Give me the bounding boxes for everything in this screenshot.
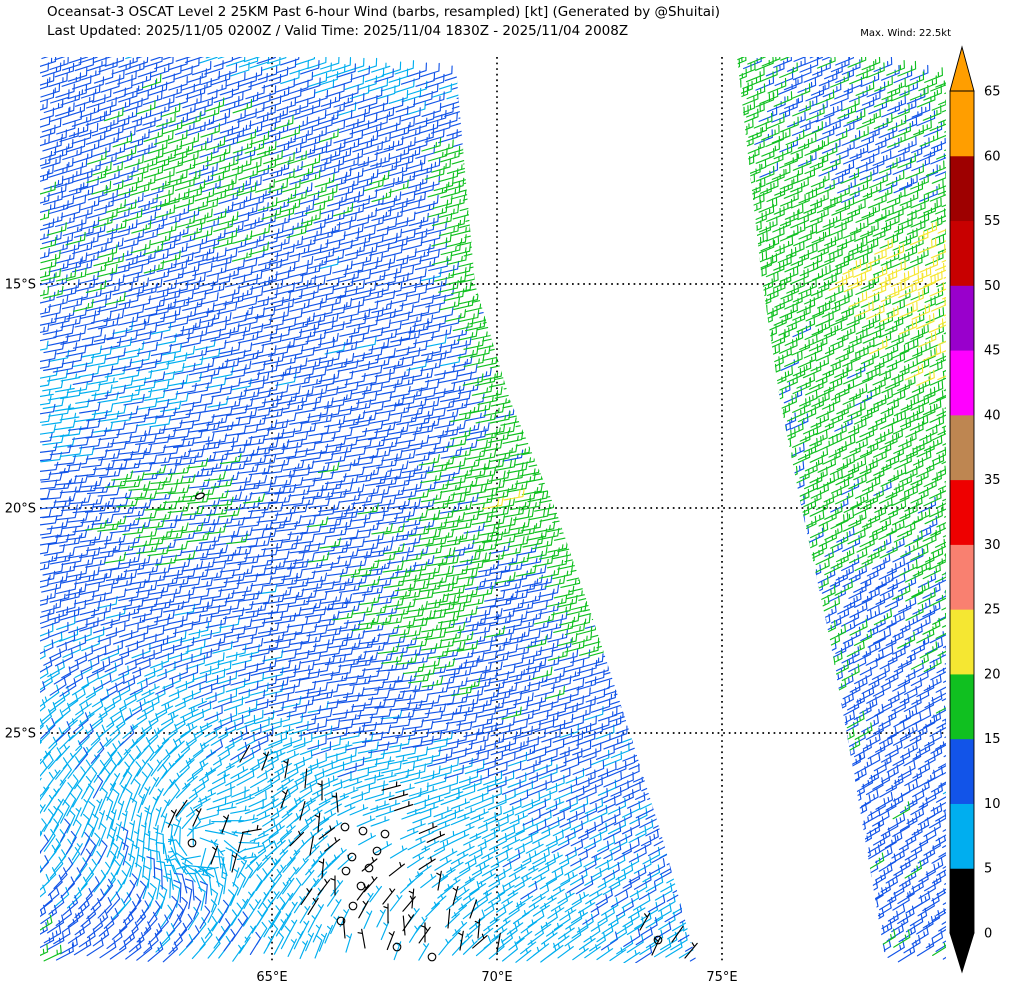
colorbar-tick-label: 65: [984, 85, 1001, 100]
colorbar-segment: [950, 609, 974, 675]
colorbar-tick-label: 60: [984, 149, 1001, 164]
calm-circle: [372, 846, 382, 856]
colorbar-outline: [949, 90, 975, 934]
colorbar-segment: [950, 868, 974, 934]
colorbar-segment: [950, 738, 974, 804]
colorbar-tick-label: 25: [984, 603, 1001, 618]
colorbar-segment: [950, 220, 974, 286]
calm-circle: [341, 866, 351, 876]
colorbar-segment: [950, 803, 974, 869]
calm-circle: [653, 935, 663, 945]
colorbar-segment: [950, 91, 974, 157]
island-outline: [195, 492, 205, 500]
barb-field-layer: [482, 488, 525, 510]
calm-circle: [427, 952, 437, 962]
calm-circle: [364, 863, 374, 873]
chart-title: Oceansat-3 OSCAT Level 2 25KM Past 6-hou…: [47, 4, 721, 20]
colorbar-segment: [950, 544, 974, 610]
barb-field-layer: [828, 217, 946, 386]
x-axis-tick-label: 70°E: [481, 970, 512, 985]
calm-circle: [380, 829, 390, 839]
calm-circle: [347, 852, 357, 862]
colorbar-tick-label: 15: [984, 732, 1001, 747]
colorbar-segment: [950, 350, 974, 416]
x-axis-tick-label: 75°E: [706, 970, 737, 985]
colorbar-tick-label: 20: [984, 667, 1001, 682]
colorbar-tick-label: 30: [984, 538, 1001, 553]
barb-field-layer: [40, 73, 617, 962]
low-wind-symbols: [175, 744, 698, 962]
axis-labels: 65°E 70°E 75°E 15°S 20°S 25°S: [5, 278, 738, 986]
y-axis-tick-label: 15°S: [5, 278, 36, 293]
colorbar-tick-label: 45: [984, 344, 1001, 359]
barb-field-layer: [737, 57, 946, 956]
barb-field-layer: [40, 57, 697, 963]
max-wind-label: Max. Wind: 22.5kt: [860, 28, 951, 39]
left-swath-clip: [40, 57, 697, 963]
colorbar-tick-label: 50: [984, 279, 1001, 294]
colorbar-segment: [950, 673, 974, 740]
calm-circle: [356, 881, 366, 891]
colorbar-tick-label: 35: [984, 473, 1001, 488]
calm-circle: [340, 822, 350, 832]
y-axis-tick-label: 20°S: [5, 502, 36, 517]
calm-circle: [336, 916, 346, 926]
colorbar-tick-label: 55: [984, 214, 1001, 229]
colorbar-tick-label: 0: [984, 927, 992, 942]
calm-circle: [187, 838, 197, 848]
colorbar-arrow-bottom: [949, 932, 975, 974]
colorbar-segment: [950, 155, 974, 222]
colorbar-tick-label: 10: [984, 797, 1001, 812]
chart-subtitle: Last Updated: 2025/11/05 0200Z / Valid T…: [47, 23, 629, 39]
y-axis-tick-label: 25°S: [5, 727, 36, 742]
x-axis-tick-label: 65°E: [256, 970, 287, 985]
colorbar-segment: [950, 285, 974, 351]
colorbar: 0 5 10 15 20 25 30 35 40 45 50 55 60 65: [949, 45, 1001, 974]
calm-circle: [358, 826, 368, 836]
colorbar-arrow-top: [949, 45, 975, 92]
colorbar-segment: [950, 414, 974, 481]
barb-field-layer: [737, 57, 946, 963]
calm-circle: [348, 901, 358, 911]
colorbar-tick-label: 5: [984, 862, 992, 877]
low-wind-barbs: [175, 744, 698, 959]
left-swath-barbs: [40, 57, 697, 963]
calm-circle: [392, 942, 402, 952]
colorbar-segment: [950, 479, 974, 545]
colorbar-tick-label: 40: [984, 408, 1001, 423]
